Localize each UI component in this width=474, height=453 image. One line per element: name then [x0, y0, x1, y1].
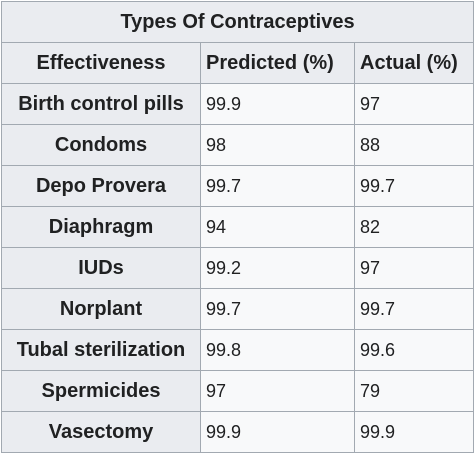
predicted-value: 99.7	[200, 288, 355, 330]
row-header-method: Norplant	[1, 288, 201, 330]
actual-value: 88	[353, 124, 474, 166]
row-header-method: IUDs	[1, 247, 201, 289]
row-header-method: Diaphragm	[1, 206, 201, 248]
actual-value: 99.7	[353, 165, 474, 207]
actual-value: 99.6	[353, 329, 474, 371]
actual-value: 99.9	[353, 411, 474, 453]
row-header-method: Condoms	[1, 124, 201, 166]
table-row: Norplant 99.7 99.7	[1, 288, 474, 330]
predicted-value: 99.7	[200, 165, 355, 207]
table-row: Vasectomy 99.9 99.9	[1, 411, 474, 453]
actual-value: 82	[353, 206, 474, 248]
table-header-row: Effectiveness Predicted (%) Actual (%)	[1, 42, 474, 84]
predicted-value: 99.9	[200, 83, 355, 125]
row-header-method: Birth control pills	[1, 83, 201, 125]
predicted-value: 99.8	[200, 329, 355, 371]
table-row: Spermicides 97 79	[1, 370, 474, 412]
actual-value: 79	[353, 370, 474, 412]
table-row: Depo Provera 99.7 99.7	[1, 165, 474, 207]
row-header-method: Tubal sterilization	[1, 329, 201, 371]
table-row: Tubal sterilization 99.8 99.6	[1, 329, 474, 371]
row-header-method: Vasectomy	[1, 411, 201, 453]
column-header-actual: Actual (%)	[353, 42, 474, 84]
table-row: Condoms 98 88	[1, 124, 474, 166]
table-row: Diaphragm 94 82	[1, 206, 474, 248]
actual-value: 97	[353, 247, 474, 289]
table-row: IUDs 99.2 97	[1, 247, 474, 289]
predicted-value: 98	[200, 124, 355, 166]
row-header-method: Spermicides	[1, 370, 201, 412]
predicted-value: 94	[200, 206, 355, 248]
actual-value: 97	[353, 83, 474, 125]
table-title-row: Types Of Contraceptives	[0, 1, 474, 43]
column-header-predicted: Predicted (%)	[200, 42, 355, 84]
predicted-value: 97	[200, 370, 355, 412]
table-title: Types Of Contraceptives	[0, 1, 474, 43]
predicted-value: 99.2	[200, 247, 355, 289]
column-header-effectiveness: Effectiveness	[1, 42, 201, 84]
row-header-method: Depo Provera	[1, 165, 201, 207]
predicted-value: 99.9	[200, 411, 355, 453]
actual-value: 99.7	[353, 288, 474, 330]
table-row: Birth control pills 99.9 97	[1, 83, 474, 125]
